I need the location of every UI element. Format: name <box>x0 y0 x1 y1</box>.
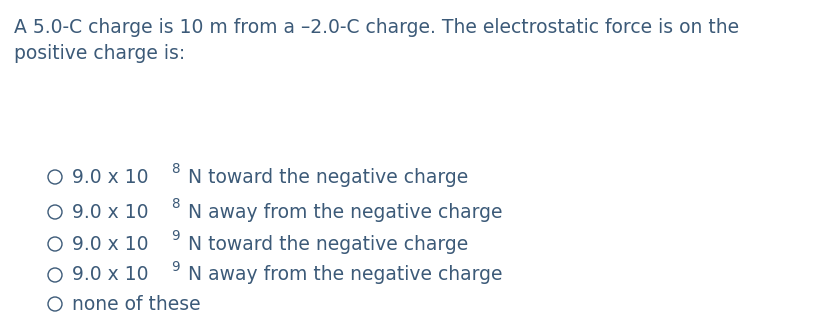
Text: 9.0 x 10: 9.0 x 10 <box>72 167 148 186</box>
Text: 8: 8 <box>170 197 179 211</box>
Text: 8: 8 <box>170 162 179 176</box>
Text: 9.0 x 10: 9.0 x 10 <box>72 266 148 285</box>
Text: 9.0 x 10: 9.0 x 10 <box>72 203 148 222</box>
Text: 9: 9 <box>170 229 179 243</box>
Text: N toward the negative charge: N toward the negative charge <box>182 167 468 186</box>
Text: positive charge is:: positive charge is: <box>14 44 185 63</box>
Text: 9.0 x 10: 9.0 x 10 <box>72 234 148 253</box>
Text: none of these: none of these <box>72 295 201 314</box>
Text: N away from the negative charge: N away from the negative charge <box>182 266 502 285</box>
Text: N toward the negative charge: N toward the negative charge <box>182 234 468 253</box>
Text: 9: 9 <box>170 260 179 274</box>
Text: N away from the negative charge: N away from the negative charge <box>182 203 502 222</box>
Text: A 5.0-C charge is 10 m from a –2.0-C charge. The electrostatic force is on the: A 5.0-C charge is 10 m from a –2.0-C cha… <box>14 18 739 37</box>
